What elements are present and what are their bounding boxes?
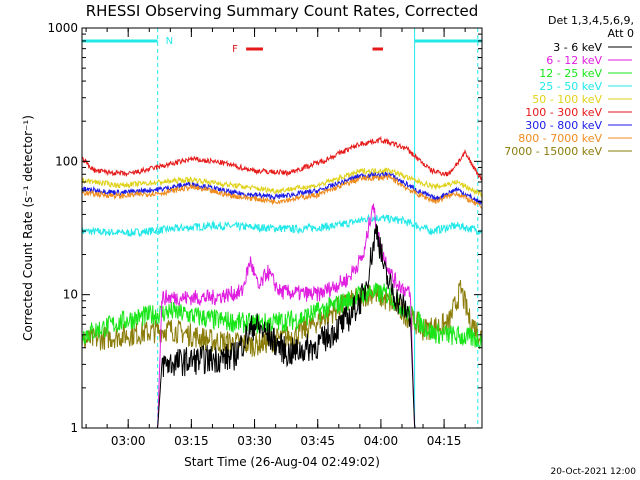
chart-title: RHESSI Observing Summary Count Rates, Co… — [86, 2, 479, 20]
legend-entry-label: 25 - 50 keV — [539, 80, 602, 93]
x-tick-label: 03:00 — [111, 434, 146, 448]
plot-frame — [81, 27, 483, 429]
series-line-50-100-keV — [81, 167, 483, 198]
y-axis: 1 10 100 1000 — [47, 21, 482, 435]
generation-timestamp: 20-Oct-2021 12:00 — [551, 467, 637, 477]
y-tick-label: 1 — [70, 421, 78, 435]
x-tick-label: 03:30 — [237, 434, 272, 448]
y-tick-label: 100 — [55, 154, 78, 168]
legend-entry-label: 12 - 25 keV — [539, 67, 602, 80]
x-tick-label: 04:00 — [364, 434, 399, 448]
legend-header-line1: Det 1,3,4,5,6,9, — [548, 14, 634, 27]
y-tick-label: 10 — [63, 288, 78, 302]
legend-header-line2: Att 0 — [608, 27, 634, 40]
legend-entry-label: 100 - 300 keV — [525, 106, 602, 119]
x-tick-label: 04:15 — [427, 434, 462, 448]
x-axis: 03:00 03:15 03:30 03:45 04:00 04:15 — [85, 28, 466, 448]
series-layer — [81, 135, 483, 429]
flare-label: F — [232, 44, 238, 55]
night-label: N — [166, 36, 173, 47]
series-line-800-7000-keV — [81, 174, 483, 209]
legend-entry-label: 6 - 12 keV — [546, 54, 602, 67]
series-line-100-300-keV — [81, 135, 483, 182]
legend-entry-label: 50 - 100 keV — [532, 93, 602, 106]
legend-entry-label: 3 - 6 keV — [553, 41, 602, 54]
x-tick-label: 03:45 — [300, 434, 335, 448]
legend-entry-label: 800 - 7000 keV — [518, 132, 602, 145]
legend-entry-label: 7000 - 15000 keV — [504, 145, 602, 158]
legend-entry-label: 300 - 800 keV — [525, 119, 602, 132]
series-line-12-25-keV — [81, 282, 483, 350]
series-line-25-50-keV — [81, 213, 483, 238]
x-tick-label: 03:15 — [174, 434, 209, 448]
series-line-300-800-keV — [81, 170, 483, 206]
y-axis-label: Corrected Count Rate (s⁻¹ detector⁻¹) — [21, 115, 35, 341]
y-tick-label: 1000 — [47, 21, 78, 35]
x-axis-label: Start Time (26-Aug-04 02:49:02) — [184, 455, 380, 469]
